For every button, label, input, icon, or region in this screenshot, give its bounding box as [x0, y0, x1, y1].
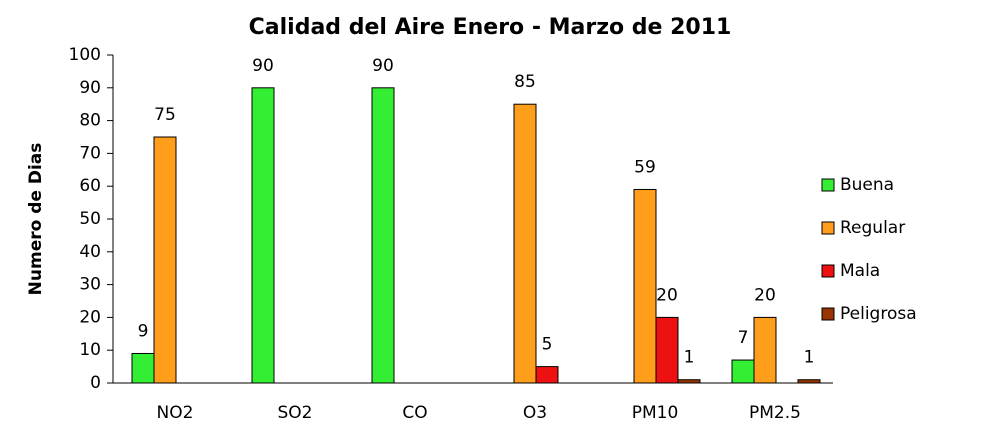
bar — [251, 87, 275, 384]
data-label: 20 — [656, 285, 678, 305]
data-label: 20 — [754, 285, 776, 305]
data-label: 5 — [542, 335, 553, 355]
y-tick-label: 100 — [69, 45, 101, 65]
x-tick-label: O3 — [523, 403, 547, 423]
x-tick-label: PM2.5 — [749, 403, 801, 423]
bar — [731, 359, 755, 384]
data-label: 1 — [804, 348, 815, 368]
y-tick-label: 10 — [79, 340, 101, 360]
bar — [753, 316, 777, 384]
legend-label: Regular — [840, 218, 905, 238]
bar — [131, 352, 155, 384]
y-tick-label: 50 — [79, 209, 101, 229]
bar — [797, 379, 821, 384]
y-tick-label: 80 — [79, 111, 101, 131]
data-label: 85 — [514, 72, 536, 92]
legend-swatch — [821, 264, 835, 278]
x-tick-label: PM10 — [632, 403, 679, 423]
y-tick-label: 30 — [79, 275, 101, 295]
y-axis-label: Numero de Dias — [26, 143, 46, 296]
y-tick-label: 60 — [79, 176, 101, 196]
y-tick-label: 90 — [79, 78, 101, 98]
data-label: 7 — [738, 328, 749, 348]
x-tick-label: CO — [402, 403, 427, 423]
x-tick-label: SO2 — [278, 403, 313, 423]
bar — [513, 103, 537, 384]
data-label: 59 — [634, 157, 656, 177]
bar — [677, 379, 701, 384]
bar — [371, 87, 395, 384]
legend-swatch — [821, 307, 835, 321]
bar — [633, 188, 657, 384]
legend-label: Peligrosa — [840, 304, 917, 324]
y-tick-label: 0 — [90, 373, 101, 393]
bar — [153, 136, 177, 384]
data-label: 90 — [372, 56, 394, 76]
bar — [655, 316, 679, 384]
legend-swatch — [821, 178, 835, 192]
data-label: 9 — [138, 321, 149, 341]
chart-title: Calidad del Aire Enero - Marzo de 2011 — [249, 15, 732, 40]
y-tick-label: 20 — [79, 307, 101, 327]
bar — [535, 366, 559, 384]
data-label: 75 — [154, 105, 176, 125]
data-label: 90 — [252, 56, 274, 76]
legend-swatch — [821, 221, 835, 235]
y-tick-label: 40 — [79, 242, 101, 262]
legend-label: Mala — [840, 261, 880, 281]
data-label: 1 — [684, 348, 695, 368]
y-tick-label: 70 — [79, 143, 101, 163]
x-tick-label: NO2 — [157, 403, 194, 423]
legend-label: Buena — [840, 175, 894, 195]
